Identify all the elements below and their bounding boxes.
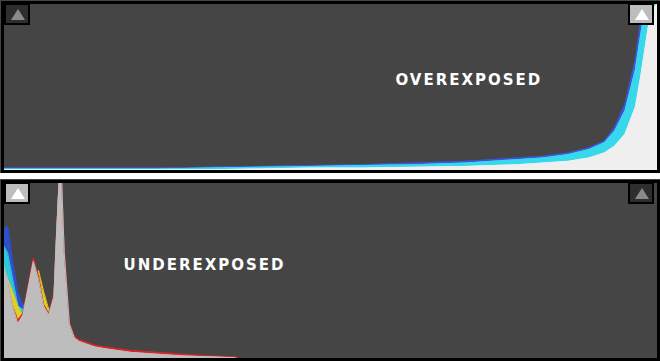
svg-text:UNDEREXPOSED: UNDEREXPOSED bbox=[124, 256, 286, 274]
svg-text:OVEREXPOSED: OVEREXPOSED bbox=[396, 71, 543, 89]
